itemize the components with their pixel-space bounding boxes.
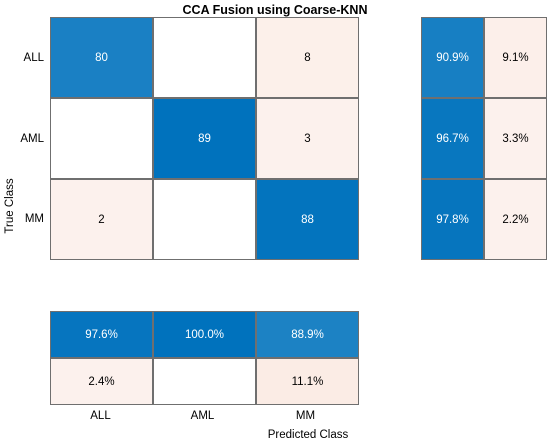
matrix-cell-2-2: 88 <box>256 179 359 260</box>
row-summary-cell-1-1: 3.3% <box>484 98 547 179</box>
matrix-cell-1-0 <box>50 98 153 179</box>
column-summary-cell-1-0: 2.4% <box>50 358 153 405</box>
chart-title: CCA Fusion using Coarse-KNN <box>182 3 368 17</box>
row-summary-cell-1-0: 96.7% <box>421 98 484 179</box>
col-label-aml: AML <box>190 410 215 422</box>
col-label-mm: MM <box>295 410 316 422</box>
x-axis-label: Predicted Class <box>267 429 349 441</box>
matrix-cell-0-1 <box>153 17 256 98</box>
column-summary-cell-0-2: 88.9% <box>256 311 359 358</box>
row-summary-cell-2-0: 97.8% <box>421 179 484 260</box>
y-axis-label: True Class <box>4 178 16 234</box>
column-summary-cell-0-1: 100.0% <box>153 311 256 358</box>
row-label-aml: AML <box>20 133 44 145</box>
column-summary-cell-1-1 <box>153 358 256 405</box>
col-label-all: ALL <box>90 410 111 422</box>
matrix-cell-2-0: 2 <box>50 179 153 260</box>
matrix-cell-1-1: 89 <box>153 98 256 179</box>
matrix-cell-0-2: 8 <box>256 17 359 98</box>
matrix-cell-2-1 <box>153 179 256 260</box>
column-summary-cell-1-2: 11.1% <box>256 358 359 405</box>
row-label-all: ALL <box>23 52 44 64</box>
row-summary-cell-0-0: 90.9% <box>421 17 484 98</box>
row-summary-cell-0-1: 9.1% <box>484 17 547 98</box>
column-summary-cell-0-0: 97.6% <box>50 311 153 358</box>
row-summary-cell-2-1: 2.2% <box>484 179 547 260</box>
matrix-cell-1-2: 3 <box>256 98 359 179</box>
matrix-cell-0-0: 80 <box>50 17 153 98</box>
row-label-mm: MM <box>24 213 44 225</box>
